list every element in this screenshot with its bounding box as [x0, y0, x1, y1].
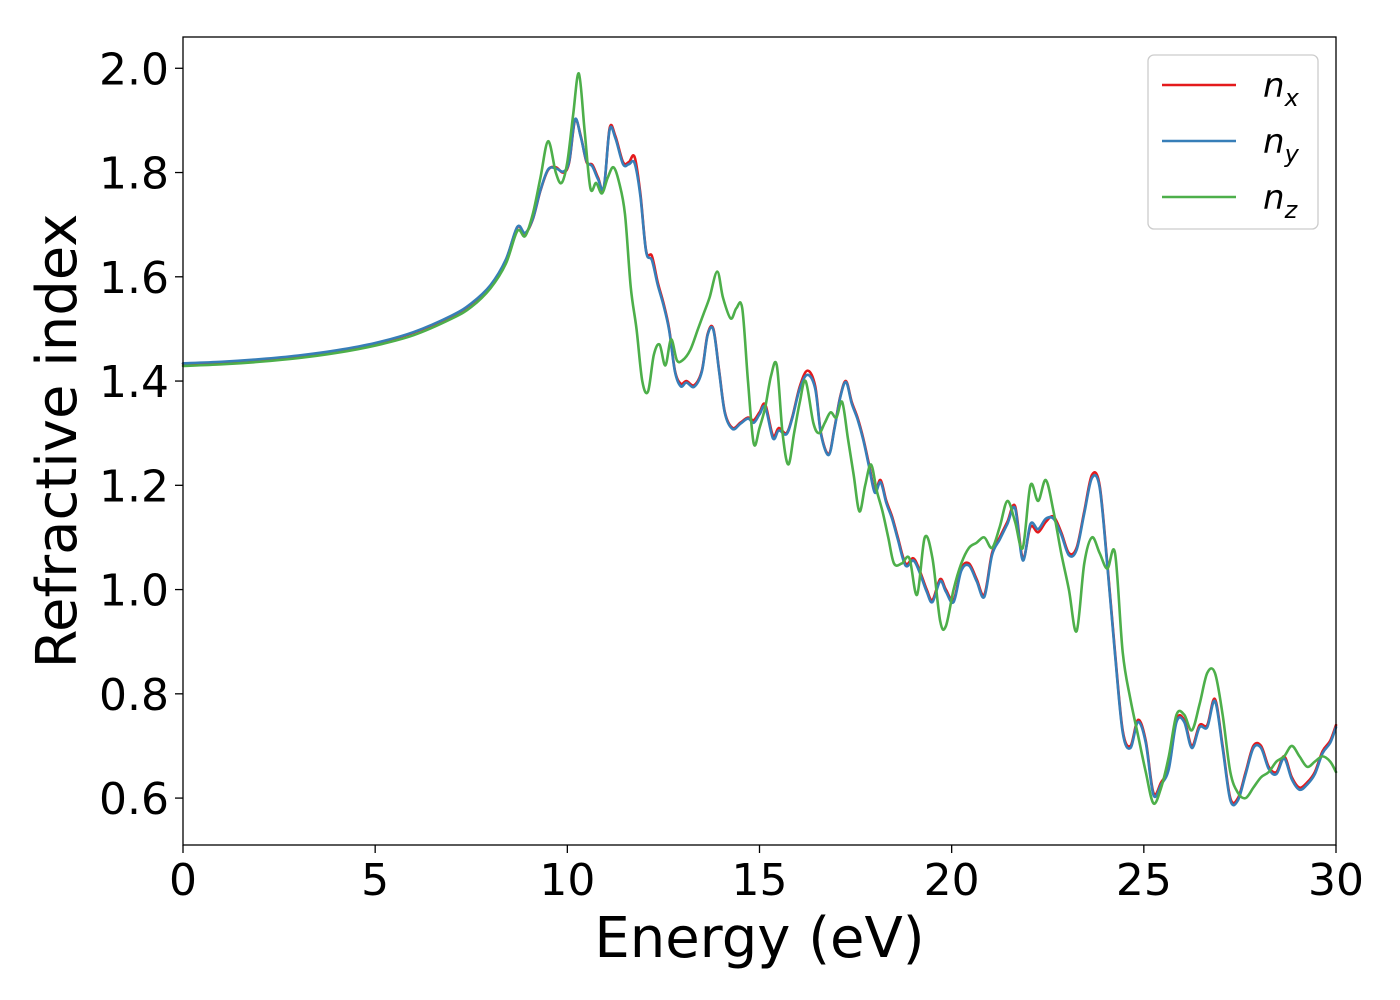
y-tick-label: 1.0	[99, 566, 169, 617]
x-tick-label: 5	[361, 855, 389, 906]
y-tick-label: 2.0	[99, 44, 169, 95]
y-tick-label: 0.6	[99, 774, 169, 825]
x-tick-label: 10	[539, 855, 595, 906]
y-tick-label: 0.8	[99, 670, 169, 721]
y-axis-title: Refractive index	[25, 214, 90, 669]
x-tick-label: 30	[1308, 855, 1364, 906]
x-axis-ticks: 0 5 10 15 20 25 30	[169, 845, 1364, 906]
x-axis-title: Energy (eV)	[594, 906, 924, 971]
x-tick-label: 15	[732, 855, 788, 906]
x-tick-label: 20	[924, 855, 980, 906]
y-tick-label: 1.8	[99, 149, 169, 200]
x-tick-label: 25	[1116, 855, 1172, 906]
y-tick-label: 1.4	[99, 357, 169, 408]
y-tick-label: 1.2	[99, 461, 169, 512]
y-tick-label: 1.6	[99, 253, 169, 304]
x-tick-label: 0	[169, 855, 197, 906]
y-axis-ticks: 0.6 0.8 1.0 1.2 1.4 1.6 1.8 2.0	[99, 44, 183, 825]
